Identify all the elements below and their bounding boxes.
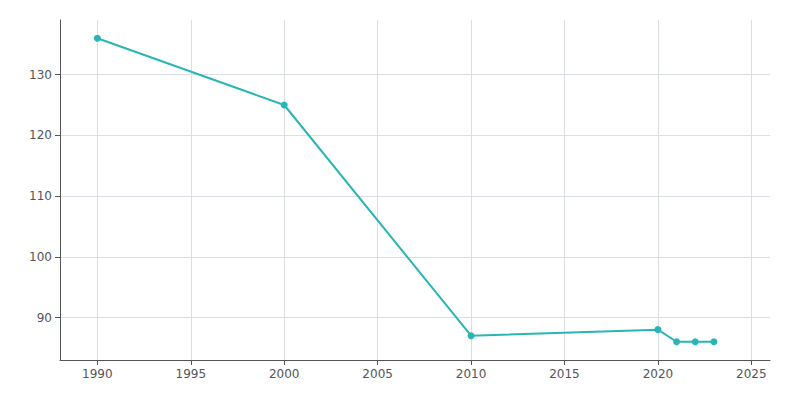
- svg-text:2020: 2020: [643, 367, 674, 381]
- svg-text:2005: 2005: [362, 367, 393, 381]
- svg-text:1995: 1995: [176, 367, 207, 381]
- svg-text:2025: 2025: [736, 367, 767, 381]
- svg-text:120: 120: [29, 128, 52, 142]
- svg-text:130: 130: [29, 68, 52, 82]
- svg-text:90: 90: [37, 311, 52, 325]
- svg-text:1990: 1990: [82, 367, 113, 381]
- svg-text:2010: 2010: [456, 367, 487, 381]
- svg-text:110: 110: [29, 189, 52, 203]
- svg-text:2015: 2015: [549, 367, 580, 381]
- svg-text:100: 100: [29, 250, 52, 264]
- svg-text:2000: 2000: [269, 367, 300, 381]
